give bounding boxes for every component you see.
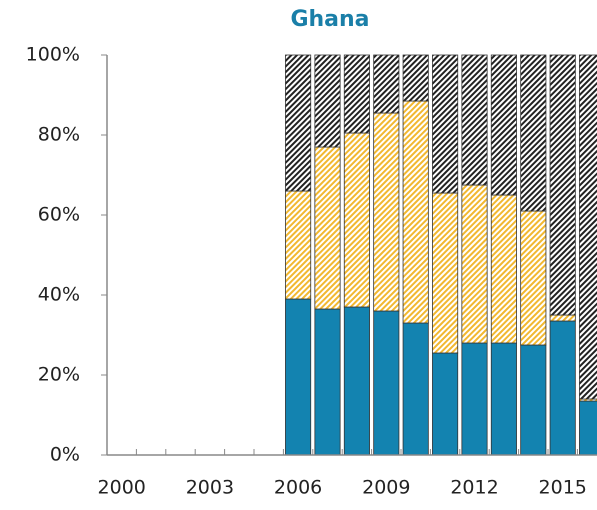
- bar-segment: [314, 146, 341, 310]
- bar-segment: [520, 54, 547, 212]
- bar-segment: [549, 320, 576, 456]
- bar-segment: [520, 344, 547, 456]
- bar-segment: [373, 112, 400, 312]
- bar-segment: [402, 54, 429, 102]
- bar-segment: [343, 306, 370, 456]
- y-tick-label: 0%: [50, 444, 80, 466]
- bar-segment: [314, 54, 341, 148]
- bar-segment: [402, 322, 429, 456]
- plot-area: [135, 54, 597, 456]
- bar-segment: [549, 314, 576, 322]
- y-tick-label: 40%: [38, 284, 80, 306]
- bar-segment: [285, 190, 312, 300]
- x-tick-label: 2000: [98, 477, 146, 499]
- bar-segment: [549, 54, 576, 316]
- bar-segment: [373, 310, 400, 456]
- bar-segment: [579, 54, 597, 400]
- y-tick-label: 80%: [38, 124, 80, 146]
- bar-segment: [432, 54, 459, 194]
- x-tick-label: 2009: [362, 477, 410, 499]
- x-tick-label: 2006: [274, 477, 322, 499]
- bar-segment: [373, 54, 400, 114]
- bar-segment: [343, 132, 370, 308]
- bar-segment: [432, 352, 459, 456]
- x-tick-label: 2012: [450, 477, 498, 499]
- bar-segment: [402, 100, 429, 324]
- y-tick-label: 20%: [38, 364, 80, 386]
- y-tick-label: 100%: [26, 44, 80, 66]
- bar-segment: [461, 184, 488, 344]
- bar-segment: [579, 400, 597, 456]
- bar-segment: [490, 54, 517, 196]
- y-tick-label: 60%: [38, 204, 80, 226]
- bar-segment: [314, 308, 341, 456]
- bar-segment: [432, 192, 459, 354]
- bar-segment: [461, 54, 488, 186]
- bar-segment: [285, 298, 312, 456]
- bar-segment: [520, 210, 547, 346]
- bar-segment: [285, 54, 312, 192]
- chart-title: Ghana: [290, 7, 369, 32]
- bar-segment: [490, 342, 517, 456]
- bar-segment: [343, 54, 370, 134]
- bar-segment: [461, 342, 488, 456]
- x-tick-label: 2003: [186, 477, 234, 499]
- x-tick-label: 2015: [539, 477, 587, 499]
- bar-segment: [490, 194, 517, 344]
